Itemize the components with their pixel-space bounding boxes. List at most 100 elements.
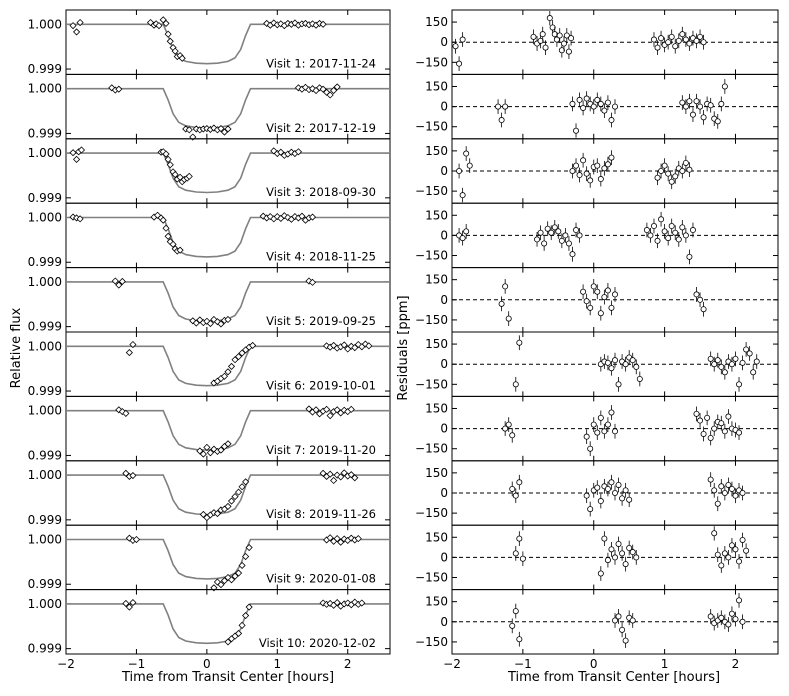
flux-data-point: [69, 149, 77, 157]
residual-data-point: [608, 365, 615, 372]
residual-data-point: [736, 597, 743, 604]
panel-frame: [65, 589, 391, 655]
y-tick-label: 0.999: [28, 513, 62, 527]
flux-data-point: [196, 447, 204, 455]
y-tick-label: 1.000: [28, 17, 62, 31]
x-tick-label: −1: [128, 657, 146, 671]
right-y-axis-label: Residuals [ppm]: [396, 295, 411, 400]
residual-data-point: [608, 154, 615, 161]
flux-data-point: [333, 83, 341, 91]
residual-data-point: [665, 235, 672, 242]
residual-data-point: [615, 481, 622, 488]
residual-data-point: [654, 44, 661, 51]
flux-data-point: [129, 340, 137, 349]
y-tick-label: 1.000: [28, 468, 62, 482]
flux-data-point: [227, 497, 236, 505]
flux-data-point: [162, 224, 170, 232]
residual-data-point: [563, 32, 570, 39]
residual-data-point: [711, 361, 718, 368]
flux-data-point: [217, 446, 225, 454]
residual-data-point: [546, 15, 553, 22]
flux-data-point: [312, 406, 320, 414]
residual-data-point: [728, 485, 735, 492]
residual-data-point: [746, 350, 753, 357]
residual-data-point: [753, 358, 760, 365]
flux-data-point: [234, 353, 243, 361]
x-tick-label: −2: [443, 657, 461, 671]
residual-panel: 150 0 −150: [415, 73, 779, 140]
residual-data-point: [714, 357, 721, 364]
flux-data-point: [227, 362, 236, 371]
flux-panels: 1.000 0.999 Visit 1: 2017-11-24 1.000 0.999 V…: [28, 9, 391, 671]
residual-data-point: [542, 44, 549, 51]
y-tick-label: 150: [425, 15, 448, 29]
residual-data-point: [700, 114, 707, 121]
residual-data-point: [573, 162, 580, 169]
residual-data-point: [612, 554, 619, 561]
flux-data-point: [206, 319, 214, 328]
residual-data-point: [539, 31, 546, 38]
residual-data-point: [608, 117, 615, 124]
visit-label: Visit 1: 2017-11-24: [266, 56, 376, 70]
residual-panel: 150 0 −150: [415, 202, 779, 269]
residual-data-point: [718, 363, 725, 370]
flux-data-point: [125, 603, 133, 611]
flux-panel: 1.000 0.999 Visit 6: 2019-10-01: [28, 331, 391, 398]
x-tick-label: −1: [514, 657, 532, 671]
residual-panel: 150 0 −150: [415, 331, 779, 397]
residual-data-point: [516, 636, 523, 643]
flux-data-point: [185, 126, 193, 134]
residual-data-point: [556, 32, 563, 39]
flux-data-point: [203, 443, 211, 451]
residual-data-point: [672, 229, 679, 236]
residual-data-point: [711, 425, 718, 432]
residual-data-point: [654, 174, 661, 181]
residual-data-point: [721, 550, 728, 557]
residual-data-point: [519, 555, 526, 562]
flux-data-point: [72, 155, 81, 163]
flux-data-point: [333, 599, 341, 607]
residual-data-point: [679, 224, 686, 231]
residual-data-point: [622, 487, 629, 494]
residual-data-point: [689, 227, 696, 234]
residual-data-point: [463, 228, 470, 235]
residual-data-point: [537, 229, 544, 236]
flux-data-point: [231, 493, 239, 501]
residual-data-point: [629, 357, 636, 364]
flux-data-point: [249, 341, 257, 349]
y-tick-label: 1.000: [28, 339, 62, 353]
flux-panel: 1.000 0.999 Visit 1: 2017-11-24: [28, 9, 391, 76]
residual-data-point: [672, 43, 679, 50]
residual-data-point: [562, 232, 569, 239]
residual-data-point: [707, 476, 714, 483]
flux-data-point: [347, 471, 355, 479]
residual-data-point: [597, 570, 604, 577]
residual-data-point: [587, 177, 594, 184]
residual-data-point: [682, 103, 689, 110]
y-tick-label: 150: [425, 337, 448, 351]
flux-data-point: [238, 621, 246, 629]
y-tick-label: 0: [440, 615, 448, 629]
flux-data-point: [171, 47, 179, 55]
residual-data-point: [615, 613, 622, 620]
residual-data-point: [612, 357, 619, 364]
residual-data-point: [739, 359, 746, 366]
residual-data-point: [675, 236, 682, 243]
residual-data-point: [689, 111, 696, 118]
residual-data-point: [601, 428, 608, 435]
flux-data-point: [220, 372, 229, 380]
residual-data-point: [569, 167, 576, 174]
visit-label: Visit 10: 2020-12-02: [259, 636, 376, 650]
flux-data-point: [238, 483, 246, 491]
residual-data-point: [558, 237, 565, 244]
flux-panel: 1.000 0.999 Visit 9: 2020-01-08: [28, 524, 391, 592]
flux-panel: 1.000 0.999 Visit 3: 2018-09-30: [28, 138, 391, 205]
residual-data-point: [732, 546, 739, 553]
flux-data-point: [347, 405, 355, 413]
x-tick-label: −2: [57, 657, 75, 671]
flux-data-point: [166, 37, 174, 45]
residual-data-point: [743, 346, 750, 353]
y-tick-label: −150: [415, 55, 448, 69]
y-tick-label: 1.000: [28, 82, 62, 96]
